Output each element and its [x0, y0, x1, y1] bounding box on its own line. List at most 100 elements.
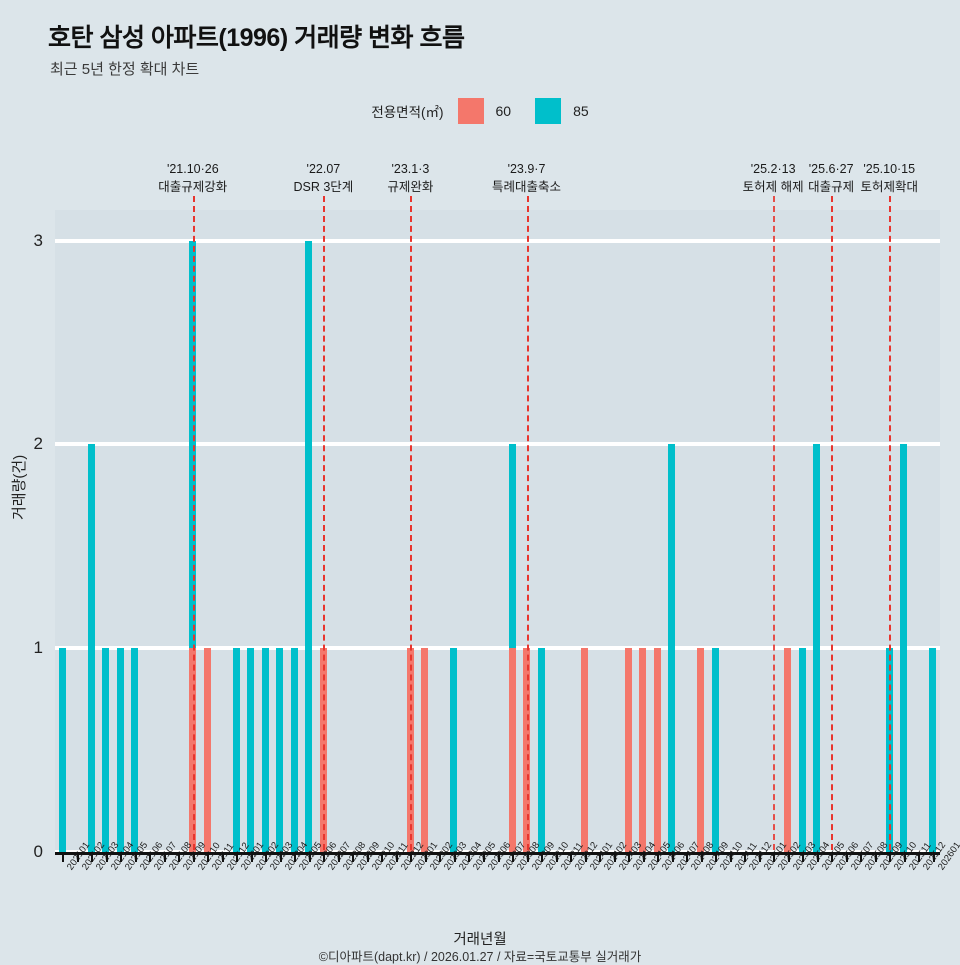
- x-tick: [671, 852, 674, 862]
- bar-202310-85[interactable]: [537, 648, 545, 852]
- x-tick: [787, 852, 790, 862]
- x-tick: [657, 852, 660, 862]
- x-tick: [642, 852, 645, 862]
- legend-swatch-60: [457, 98, 484, 124]
- bar-202203-85[interactable]: [261, 648, 269, 852]
- legend-swatch-85: [535, 98, 562, 124]
- event-label-202110: '21.10·26 대출규제강화: [158, 162, 228, 195]
- x-tick: [294, 852, 297, 862]
- x-tick: [570, 852, 573, 862]
- event-label-202309: '23.9·7 특례대출축소: [492, 162, 562, 195]
- legend-title: 전용면적(㎡): [371, 105, 444, 120]
- bar-202201-85[interactable]: [232, 648, 240, 852]
- x-tick: [178, 852, 181, 862]
- x-tick: [831, 852, 834, 862]
- y-tick-label: 1: [33, 638, 43, 658]
- bar-202401-60[interactable]: [581, 648, 589, 852]
- bar-202308-85[interactable]: [508, 444, 516, 649]
- bar-202407-85[interactable]: [668, 444, 676, 852]
- gridline-3: [55, 238, 940, 243]
- bar-202601-85[interactable]: [929, 648, 937, 852]
- bar-202206-85[interactable]: [305, 240, 313, 852]
- x-tick: [497, 852, 500, 862]
- x-axis-title: 거래년월: [453, 932, 507, 948]
- x-tick: [381, 852, 384, 862]
- bar-202505-85[interactable]: [813, 444, 821, 852]
- event-label-202510: '25.10·15 토허제확대: [860, 162, 918, 195]
- event-label-202506: '25.6·27 대출규제: [808, 162, 855, 195]
- event-line-202506: [831, 196, 834, 860]
- bar-202410-85[interactable]: [711, 648, 719, 852]
- bar-202503-60[interactable]: [784, 648, 792, 852]
- event-label-202301: '23.1·3 규제완화: [387, 162, 434, 195]
- x-tick: [584, 852, 587, 862]
- bar-202409-60[interactable]: [697, 648, 705, 852]
- x-tick: [932, 852, 935, 862]
- x-tick: [744, 852, 747, 862]
- x-tick: [802, 852, 805, 862]
- x-tick: [105, 852, 108, 862]
- page-subtitle: 최근 5년 한정 확대 차트: [50, 61, 200, 78]
- bar-202202-85[interactable]: [247, 648, 255, 852]
- x-tick: [279, 852, 282, 862]
- event-line-202110: [192, 196, 195, 860]
- x-tick: [439, 852, 442, 862]
- bar-202111-60[interactable]: [203, 648, 211, 852]
- bar-202406-60[interactable]: [653, 648, 661, 852]
- y-tick-label: 2: [33, 434, 43, 454]
- x-tick: [903, 852, 906, 862]
- bar-202105-85[interactable]: [116, 648, 124, 852]
- x-tick: [729, 852, 732, 862]
- bar-202308-60[interactable]: [508, 648, 516, 852]
- x-tick: [468, 852, 471, 862]
- x-tick: [395, 852, 398, 862]
- x-tick: [120, 852, 123, 862]
- bar-202511-85[interactable]: [900, 444, 908, 852]
- y-axis-labels: 0 1 2 3: [0, 210, 55, 861]
- bar-202101-85[interactable]: [58, 648, 66, 852]
- event-line-202301: [410, 196, 413, 860]
- x-tick: [149, 852, 152, 862]
- bar-202205-85[interactable]: [290, 648, 298, 852]
- x-tick: [192, 852, 195, 862]
- bar-202106-85[interactable]: [131, 648, 139, 852]
- x-tick: [163, 852, 166, 862]
- bar-202304-85[interactable]: [450, 648, 458, 852]
- x-tick: [555, 852, 558, 862]
- x-tick: [758, 852, 761, 862]
- x-tick: [308, 852, 311, 862]
- x-tick: [686, 852, 689, 862]
- x-tick: [613, 852, 616, 862]
- legend-label-60: 60: [495, 103, 512, 119]
- legend-item-85[interactable]: 85: [535, 98, 589, 124]
- y-axis-title: 거래량(건): [11, 454, 28, 520]
- bar-202504-85[interactable]: [798, 648, 806, 852]
- x-tick: [410, 852, 413, 862]
- gridline-2: [55, 442, 940, 447]
- bar-202302-60[interactable]: [421, 648, 429, 852]
- x-tick: [453, 852, 456, 862]
- legend: 전용면적(㎡) 60 85: [0, 98, 960, 124]
- bar-202404-60[interactable]: [624, 648, 632, 852]
- event-line-202207: [323, 196, 326, 860]
- x-tick: [918, 852, 921, 862]
- x-tick: [76, 852, 79, 862]
- footer-credit: ©디아파트(dapt.kr) / 2026.01.27 / 자료=국토교통부 실…: [318, 950, 642, 964]
- bar-202104-85[interactable]: [102, 648, 110, 852]
- x-tick: [860, 852, 863, 862]
- x-tick: [526, 852, 529, 862]
- page-title: 호탄 삼성 아파트(1996) 거래량 변화 흐름: [48, 24, 465, 52]
- x-tick: [845, 852, 848, 862]
- bar-202204-85[interactable]: [276, 648, 284, 852]
- x-tick: [700, 852, 703, 862]
- x-tick: [236, 852, 239, 862]
- x-tick: [207, 852, 210, 862]
- x-tick: [889, 852, 892, 862]
- bar-202405-60[interactable]: [639, 648, 647, 852]
- bar-202103-85[interactable]: [87, 444, 95, 852]
- legend-item-60[interactable]: 60: [457, 98, 536, 124]
- legend-label-85: 85: [573, 103, 589, 119]
- x-tick: [62, 852, 65, 862]
- x-tick: [628, 852, 631, 862]
- x-tick: [221, 852, 224, 862]
